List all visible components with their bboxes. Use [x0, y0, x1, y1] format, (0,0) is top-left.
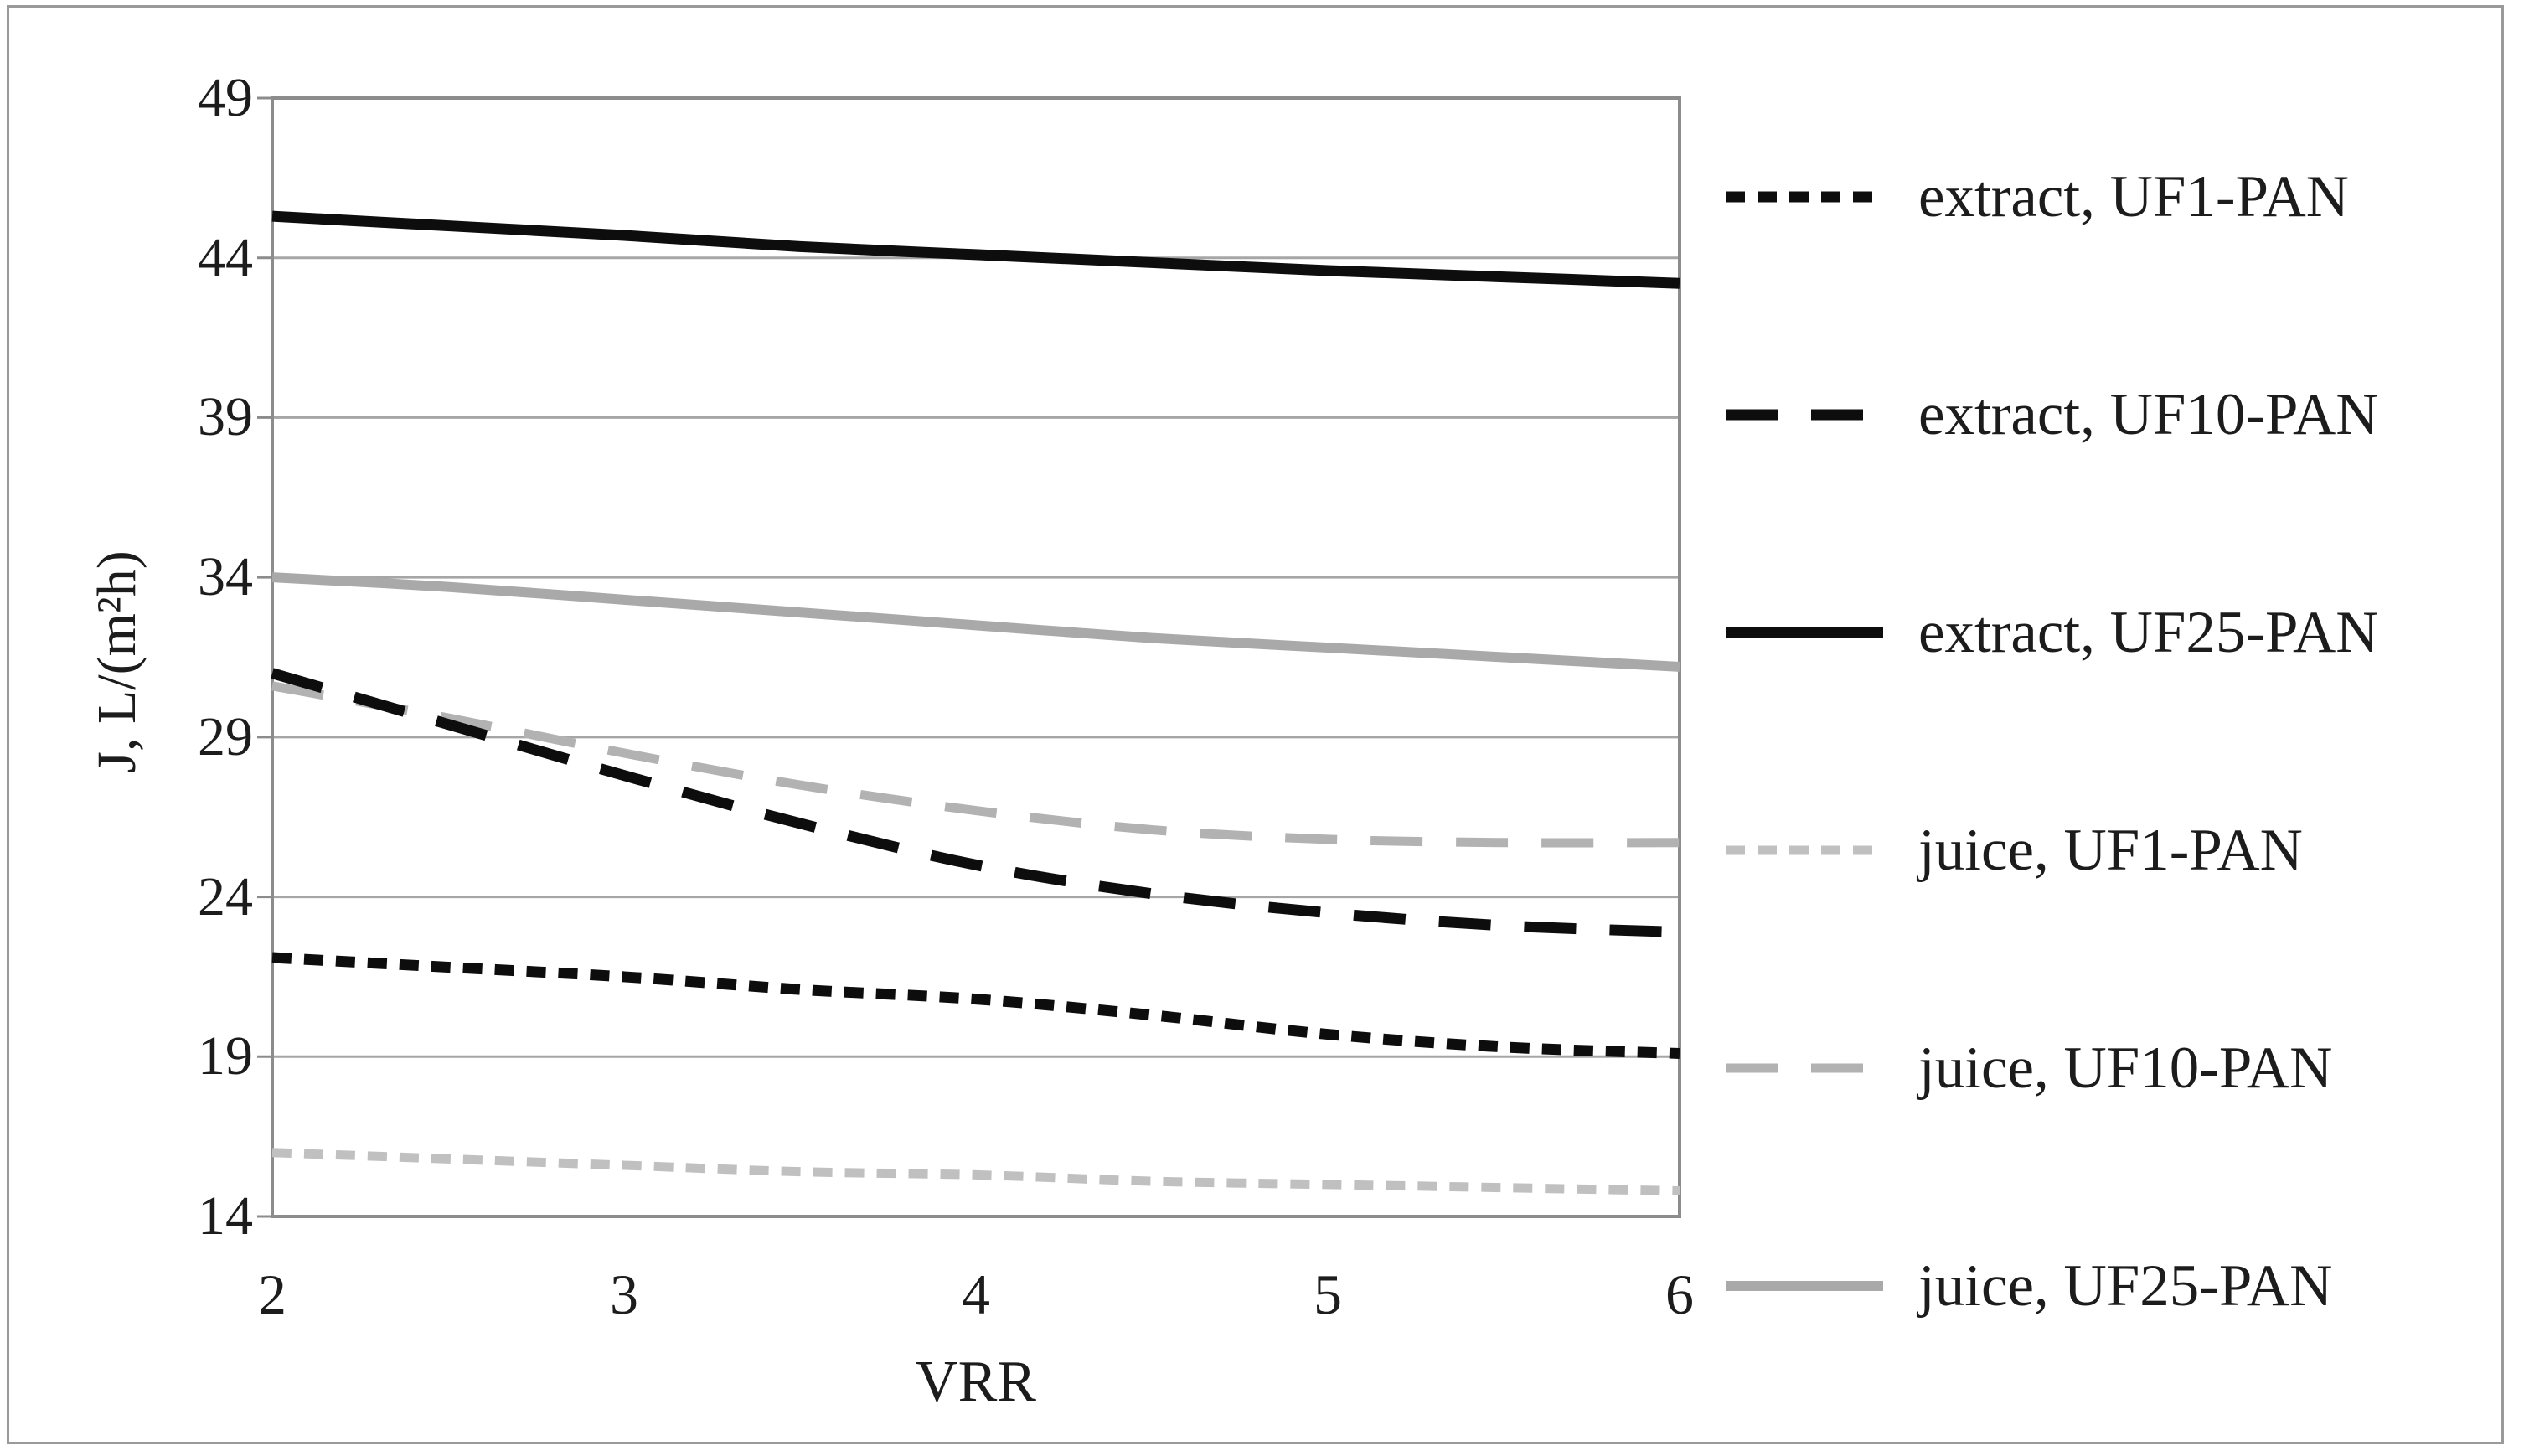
legend-line-sample	[1726, 1063, 1883, 1073]
legend-entry-extract-uf10: extract, UF10-PAN	[1724, 381, 2379, 447]
legend-line-sample	[1726, 1281, 1883, 1291]
legend-label: juice, UF25-PAN	[1918, 1252, 2333, 1319]
y-tick-label: 19	[198, 1025, 253, 1087]
x-tick-label: 4	[962, 1262, 990, 1326]
plot-border	[271, 96, 1681, 1218]
legend-label: juice, UF10-PAN	[1918, 1035, 2333, 1101]
y-tick-label: 39	[198, 386, 253, 448]
y-tick-label: 44	[198, 226, 253, 288]
x-tick-label: 3	[610, 1262, 638, 1326]
x-tick-label: 6	[1665, 1262, 1694, 1326]
figure-border	[7, 5, 2504, 1444]
x-tick-label: 2	[258, 1262, 286, 1326]
legend-line-sample	[1726, 627, 1883, 638]
legend-line-sample	[1726, 409, 1883, 421]
legend-label: extract, UF1-PAN	[1918, 163, 2350, 230]
legend-line-sample	[1726, 845, 1883, 855]
y-tick-label: 29	[198, 705, 253, 767]
legend-line-sample	[1726, 191, 1883, 203]
legend-entry-juice-uf1: juice, UF1-PAN	[1724, 817, 2303, 883]
legend-label: extract, UF25-PAN	[1918, 599, 2379, 665]
x-axis-title: VRR	[916, 1350, 1036, 1414]
x-tick-label: 5	[1314, 1262, 1342, 1326]
legend-label: extract, UF10-PAN	[1918, 381, 2379, 447]
y-axis-title: J, L/(m²h)	[86, 550, 147, 773]
legend-entry-extract-uf1: extract, UF1-PAN	[1724, 163, 2350, 230]
y-tick-label: 49	[198, 67, 253, 128]
legend-entry-juice-uf25: juice, UF25-PAN	[1724, 1252, 2333, 1319]
series-line-6	[271, 572, 1680, 672]
y-tick-label: 24	[198, 865, 253, 927]
legend-entry-juice-uf10: juice, UF10-PAN	[1724, 1035, 2333, 1101]
series-line-5	[271, 681, 1680, 848]
legend-label: juice, UF1-PAN	[1918, 817, 2303, 883]
series-line-1	[271, 952, 1680, 1059]
series-line-2	[271, 668, 1680, 938]
y-tick-label: 14	[198, 1185, 253, 1247]
series-line-3	[271, 210, 1680, 289]
y-tick-label: 34	[198, 546, 253, 608]
series-line-4	[271, 1148, 1680, 1195]
legend-entry-extract-uf25: extract, UF25-PAN	[1724, 599, 2379, 665]
